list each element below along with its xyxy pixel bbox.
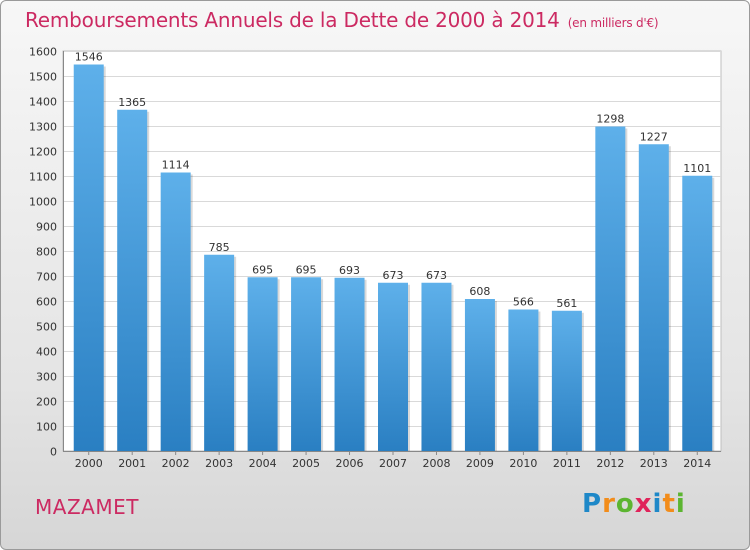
y-tick-label: 700 bbox=[36, 271, 57, 284]
y-tick-label: 600 bbox=[36, 296, 57, 309]
x-tick-label: 2002 bbox=[162, 457, 190, 470]
bar bbox=[508, 309, 539, 451]
x-tick-label: 2005 bbox=[292, 457, 320, 470]
bar bbox=[204, 254, 235, 451]
bar-value-label: 695 bbox=[296, 263, 317, 276]
bar bbox=[73, 64, 104, 451]
x-tick-label: 2000 bbox=[75, 457, 103, 470]
bar-value-label: 566 bbox=[513, 296, 534, 309]
bar-value-label: 1101 bbox=[683, 162, 711, 175]
y-tick-label: 400 bbox=[36, 346, 57, 359]
y-tick-label: 800 bbox=[36, 246, 57, 259]
y-tick-label: 1600 bbox=[29, 46, 57, 59]
x-tick-label: 2010 bbox=[509, 457, 537, 470]
chart-subtitle: (en milliers d'€) bbox=[567, 16, 659, 30]
chart-title: Remboursements Annuels de la Dette de 20… bbox=[25, 8, 659, 32]
bar-value-label: 673 bbox=[383, 269, 404, 282]
bar-value-label: 561 bbox=[556, 297, 577, 310]
bar bbox=[464, 299, 495, 451]
bar bbox=[117, 109, 148, 451]
proxiti-logo: Proxiti bbox=[582, 489, 686, 519]
bar bbox=[595, 126, 626, 451]
x-tick-label: 2009 bbox=[466, 457, 494, 470]
x-tick-label: 2003 bbox=[205, 457, 233, 470]
y-tick-label: 1200 bbox=[29, 146, 57, 159]
chart-title-text: Remboursements Annuels de la Dette de 20… bbox=[25, 8, 560, 32]
bar-value-label: 695 bbox=[252, 263, 273, 276]
logo-letter: r bbox=[602, 489, 616, 519]
y-tick-label: 0 bbox=[50, 446, 57, 459]
y-tick-label: 500 bbox=[36, 321, 57, 334]
bar bbox=[160, 172, 191, 451]
y-tick-label: 1100 bbox=[29, 171, 57, 184]
bar-value-label: 1546 bbox=[75, 51, 103, 64]
x-tick-label: 2012 bbox=[596, 457, 624, 470]
y-tick-label: 1500 bbox=[29, 71, 57, 84]
bar bbox=[378, 282, 408, 451]
x-tick-label: 2001 bbox=[118, 457, 146, 470]
y-tick-label: 200 bbox=[36, 396, 57, 409]
logo-letter: x bbox=[634, 489, 653, 519]
bar-value-label: 673 bbox=[426, 269, 447, 282]
bar-value-label: 693 bbox=[339, 264, 360, 277]
x-tick-label: 2013 bbox=[640, 457, 668, 470]
x-tick-label: 2011 bbox=[553, 457, 581, 470]
bar-value-label: 1227 bbox=[640, 130, 668, 143]
bar bbox=[682, 175, 713, 451]
bar-value-label: 608 bbox=[469, 285, 490, 298]
y-tick-label: 1400 bbox=[29, 96, 57, 109]
bar bbox=[291, 277, 322, 451]
y-tick-label: 900 bbox=[36, 221, 57, 234]
x-tick-label: 2007 bbox=[379, 457, 407, 470]
bar-value-label: 785 bbox=[209, 241, 230, 254]
bar bbox=[638, 144, 669, 451]
bar bbox=[247, 277, 278, 451]
logo-letter: t bbox=[662, 489, 676, 519]
bar-value-label: 1365 bbox=[118, 96, 146, 109]
y-tick-label: 300 bbox=[36, 371, 57, 384]
logo-letter: P bbox=[582, 489, 603, 519]
logo-letter: i bbox=[675, 489, 686, 519]
x-tick-label: 2006 bbox=[336, 457, 364, 470]
town-name: MAZAMET bbox=[35, 495, 139, 519]
y-tick-label: 1300 bbox=[29, 121, 57, 134]
bar bbox=[421, 282, 452, 451]
bar-value-label: 1114 bbox=[162, 159, 190, 172]
bar bbox=[551, 310, 582, 451]
x-tick-label: 2014 bbox=[683, 457, 711, 470]
x-tick-label: 2008 bbox=[422, 457, 450, 470]
logo-letter: i bbox=[652, 489, 663, 519]
bar bbox=[334, 277, 365, 451]
y-tick-label: 100 bbox=[36, 421, 57, 434]
x-tick-label: 2004 bbox=[249, 457, 277, 470]
logo-letter: o bbox=[615, 489, 635, 519]
y-tick-label: 1000 bbox=[29, 196, 57, 209]
bar-value-label: 1298 bbox=[596, 113, 624, 126]
